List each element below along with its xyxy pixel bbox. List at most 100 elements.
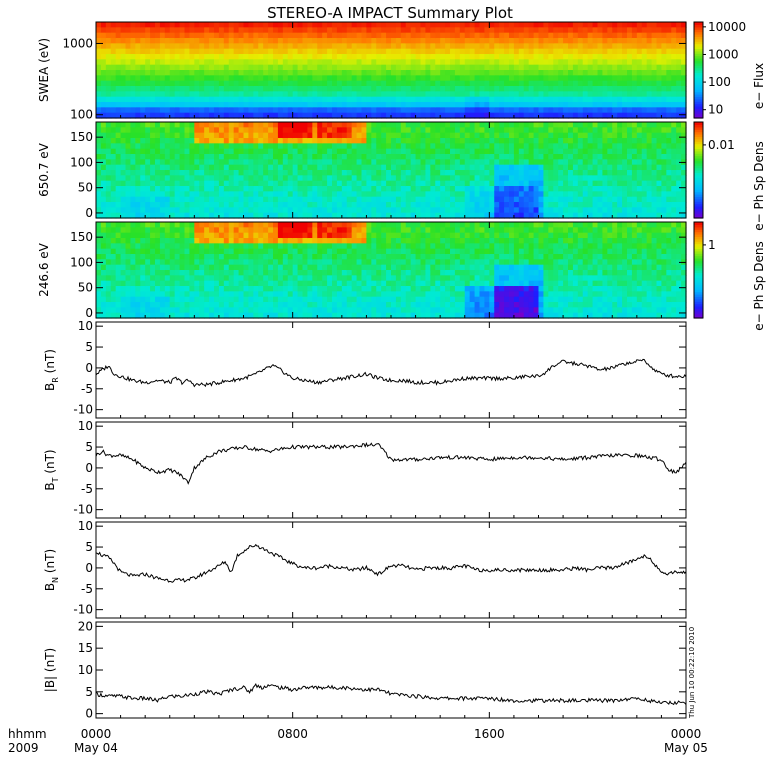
heatmap-cell xyxy=(415,96,422,103)
heatmap-cell xyxy=(96,275,102,282)
heatmap-cell xyxy=(223,43,230,50)
heatmap-cell xyxy=(233,127,240,134)
heatmap-cell xyxy=(96,122,102,128)
heatmap-cell xyxy=(164,248,171,255)
heatmap-cell xyxy=(582,154,589,160)
heatmap-cell xyxy=(651,107,658,114)
heatmap-cell xyxy=(115,127,122,134)
heatmap-cell xyxy=(386,38,392,44)
heatmap-cell xyxy=(538,170,545,176)
heatmap-cell xyxy=(405,143,412,150)
heatmap-cell xyxy=(631,180,638,187)
heatmap-cell xyxy=(96,207,102,214)
heatmap-cell xyxy=(607,143,613,150)
heatmap-cell xyxy=(435,202,441,208)
heatmap-cell xyxy=(189,207,195,214)
heatmap-cell xyxy=(646,148,653,155)
heatmap-cell xyxy=(533,127,540,134)
heatmap-cell xyxy=(317,132,323,139)
heatmap-cell xyxy=(145,112,151,119)
heatmap-cell xyxy=(322,91,328,98)
heatmap-cell xyxy=(307,70,313,76)
heatmap-cell xyxy=(469,59,476,66)
heatmap-cell xyxy=(120,196,127,203)
heatmap-cell xyxy=(214,107,220,114)
heatmap-cell xyxy=(273,59,279,66)
heatmap-cell xyxy=(164,280,171,287)
heatmap-cell xyxy=(592,164,599,171)
heatmap-cell xyxy=(238,138,245,144)
heatmap-cell xyxy=(297,132,304,139)
heatmap-cell xyxy=(607,180,613,187)
heatmap-cell xyxy=(518,132,525,139)
heatmap-cell xyxy=(194,75,200,82)
heatmap-cell xyxy=(651,75,658,82)
heatmap-cell xyxy=(641,175,648,182)
heatmap-cell xyxy=(602,64,608,71)
heatmap-cell xyxy=(155,43,161,50)
heatmap-cell xyxy=(115,86,122,92)
heatmap-cell xyxy=(277,27,284,34)
heatmap-cell xyxy=(548,154,554,160)
heatmap-cell xyxy=(268,180,274,187)
heatmap-cell xyxy=(666,143,672,150)
heatmap-cell xyxy=(194,170,200,176)
heatmap-cell xyxy=(263,170,269,176)
heatmap-cell xyxy=(169,38,176,44)
heatmap-cell xyxy=(199,238,205,244)
heatmap-cell xyxy=(400,212,407,219)
heatmap-cell xyxy=(582,43,589,50)
heatmap-cell xyxy=(263,70,269,76)
heatmap-cell xyxy=(499,154,505,160)
heatmap-cell xyxy=(199,312,205,319)
heatmap-cell xyxy=(646,43,653,50)
heatmap-cell xyxy=(572,86,579,92)
heatmap-cell xyxy=(327,143,333,150)
heatmap-cell xyxy=(381,102,387,108)
heatmap-cell xyxy=(450,27,456,34)
heatmap-cell xyxy=(395,122,402,128)
heatmap-cell xyxy=(164,143,171,150)
heatmap-cell xyxy=(617,75,623,82)
heatmap-cell xyxy=(110,259,117,266)
heatmap-cell xyxy=(366,70,372,76)
heatmap-cell xyxy=(371,122,377,128)
heatmap-cell xyxy=(115,38,122,44)
heatmap-cell xyxy=(356,96,363,103)
heatmap-cell xyxy=(292,212,299,219)
heatmap-cell xyxy=(386,122,392,128)
heatmap-cell xyxy=(376,54,382,60)
heatmap-cell xyxy=(169,54,176,60)
heatmap-cell xyxy=(430,27,436,34)
heatmap-cell xyxy=(435,196,441,203)
heatmap-cell xyxy=(681,86,687,92)
heatmap-cell xyxy=(307,86,313,92)
heatmap-cell xyxy=(484,186,490,192)
heatmap-cell xyxy=(553,212,559,219)
heatmap-cell xyxy=(199,27,205,34)
heatmap-cell xyxy=(327,212,333,219)
heatmap-cell xyxy=(159,54,166,60)
heatmap-cell xyxy=(597,64,604,71)
heatmap-cell xyxy=(302,148,309,155)
heatmap-cell xyxy=(528,27,535,34)
heatmap-cell xyxy=(317,191,323,198)
heatmap-cell xyxy=(317,54,323,60)
heatmap-cell xyxy=(612,132,618,139)
heatmap-cell xyxy=(169,312,176,319)
heatmap-cell xyxy=(145,75,151,82)
heatmap-cell xyxy=(179,143,186,150)
heatmap-cell xyxy=(671,127,677,134)
heatmap-cell xyxy=(577,38,584,44)
heatmap-cell xyxy=(400,64,407,71)
heatmap-cell xyxy=(263,27,269,34)
heatmap-cell xyxy=(587,164,594,171)
heatmap-cell xyxy=(656,64,663,71)
heatmap-cell xyxy=(356,159,363,166)
heatmap-cell xyxy=(346,212,353,219)
heatmap-cell xyxy=(189,143,195,150)
heatmap-cell xyxy=(415,127,422,134)
heatmap-cell xyxy=(494,38,500,44)
heatmap-cell xyxy=(105,291,112,298)
heatmap-cell xyxy=(214,80,220,87)
